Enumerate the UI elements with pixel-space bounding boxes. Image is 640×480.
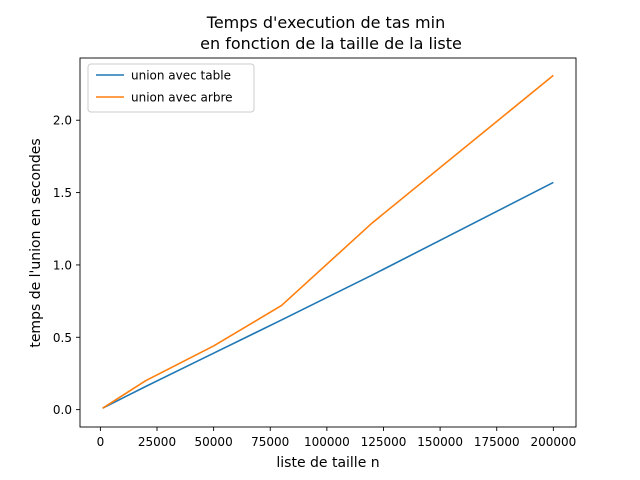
- x-tick-label: 75000: [251, 435, 289, 449]
- axes-frame: [79, 57, 577, 428]
- x-axis-label: liste de taille n: [276, 455, 379, 471]
- x-tick-label: 100000: [304, 435, 350, 449]
- y-tick-label: 0.5: [53, 331, 72, 345]
- series-line-union-avec-table: [102, 181, 554, 409]
- legend-box: [87, 63, 255, 113]
- series-line-union-avec-arbre: [102, 74, 554, 409]
- y-tick-label: 1.5: [53, 186, 72, 200]
- x-tick-label: 25000: [138, 435, 176, 449]
- y-tick-label: 1.0: [53, 258, 72, 272]
- plot-area: [79, 57, 577, 428]
- y-axis-label: temps de l'union en secondes: [28, 138, 44, 347]
- x-axis-ticks: 0 25000 50000 75000 100000 125000 150000 175000…: [97, 427, 576, 449]
- chart-title-line-1: Temps d'execution de tas min: [206, 13, 445, 32]
- x-tick-label: 200000: [530, 435, 576, 449]
- legend-label: union avec arbre: [131, 91, 233, 105]
- series-lines: [102, 74, 554, 409]
- legend: union avec table union avec arbre: [87, 63, 255, 113]
- x-tick-label: 125000: [361, 435, 407, 449]
- legend-label: union avec table: [131, 69, 231, 83]
- chart-title-line-2: en fonction de la taille de la liste: [200, 34, 462, 53]
- x-tick-label: 50000: [195, 435, 233, 449]
- x-tick-label: 150000: [417, 435, 463, 449]
- x-tick-label: 0: [97, 435, 105, 449]
- y-tick-label: 2.0: [53, 114, 72, 128]
- y-tick-label: 0.0: [53, 403, 72, 417]
- x-tick-label: 175000: [474, 435, 520, 449]
- y-axis-ticks: 0.0 0.5 1.0 1.5 2.0: [53, 114, 80, 417]
